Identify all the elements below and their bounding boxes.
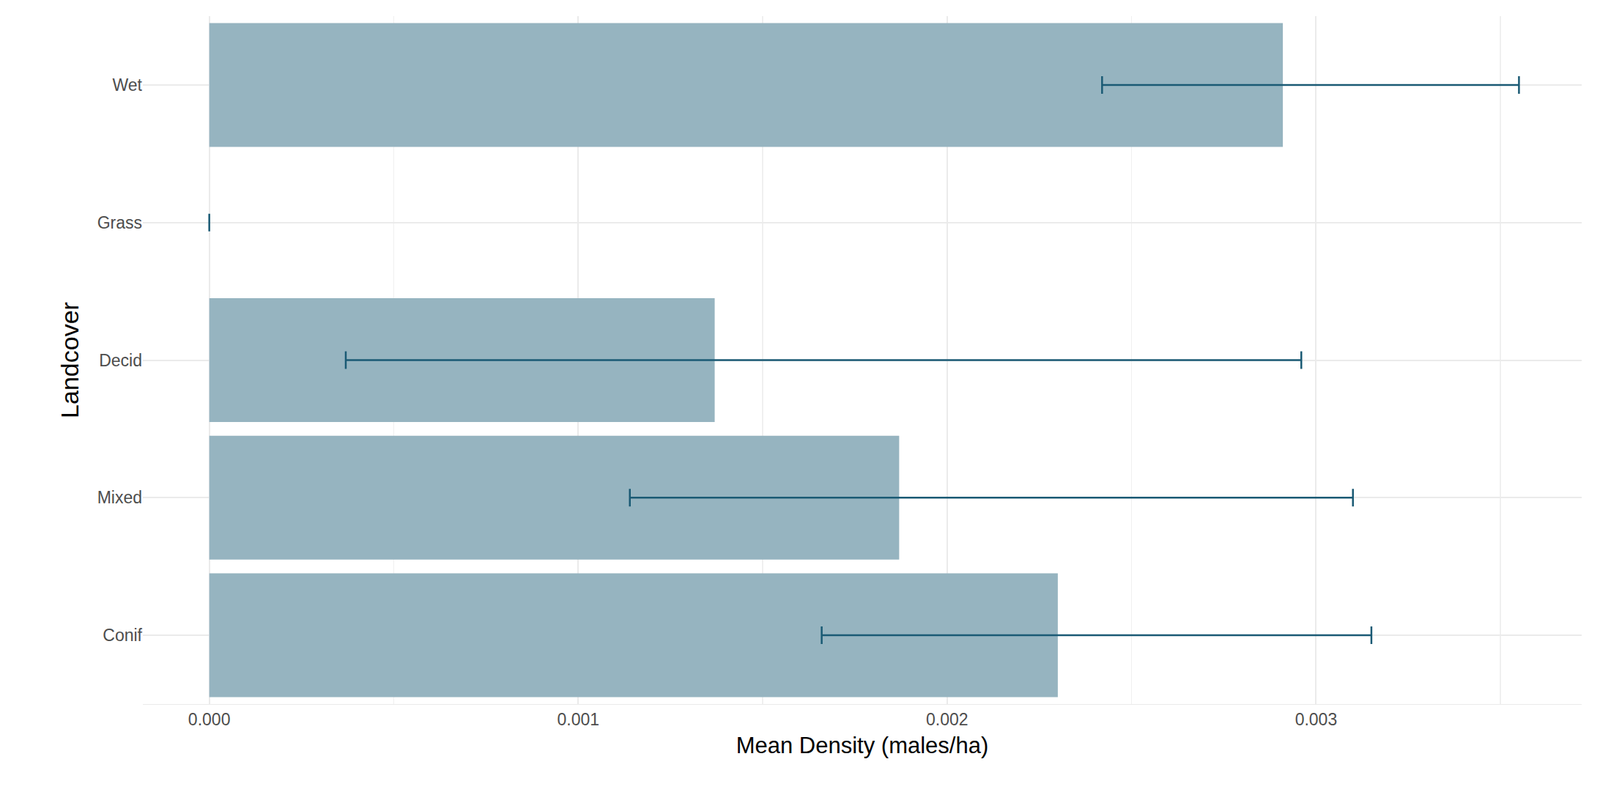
svg-text:0.003: 0.003 bbox=[1295, 709, 1338, 729]
svg-text:Grass: Grass bbox=[97, 213, 143, 233]
svg-text:0.000: 0.000 bbox=[188, 709, 231, 729]
svg-text:Mean Density (males/ha): Mean Density (males/ha) bbox=[736, 732, 990, 759]
svg-text:Landcover: Landcover bbox=[55, 301, 84, 419]
svg-text:0.001: 0.001 bbox=[556, 709, 600, 729]
svg-text:Mixed: Mixed bbox=[97, 487, 143, 507]
svg-text:0.002: 0.002 bbox=[926, 709, 969, 729]
svg-text:Wet: Wet bbox=[112, 75, 143, 95]
svg-text:Decid: Decid bbox=[98, 350, 143, 370]
svg-text:Conif: Conif bbox=[102, 625, 143, 645]
